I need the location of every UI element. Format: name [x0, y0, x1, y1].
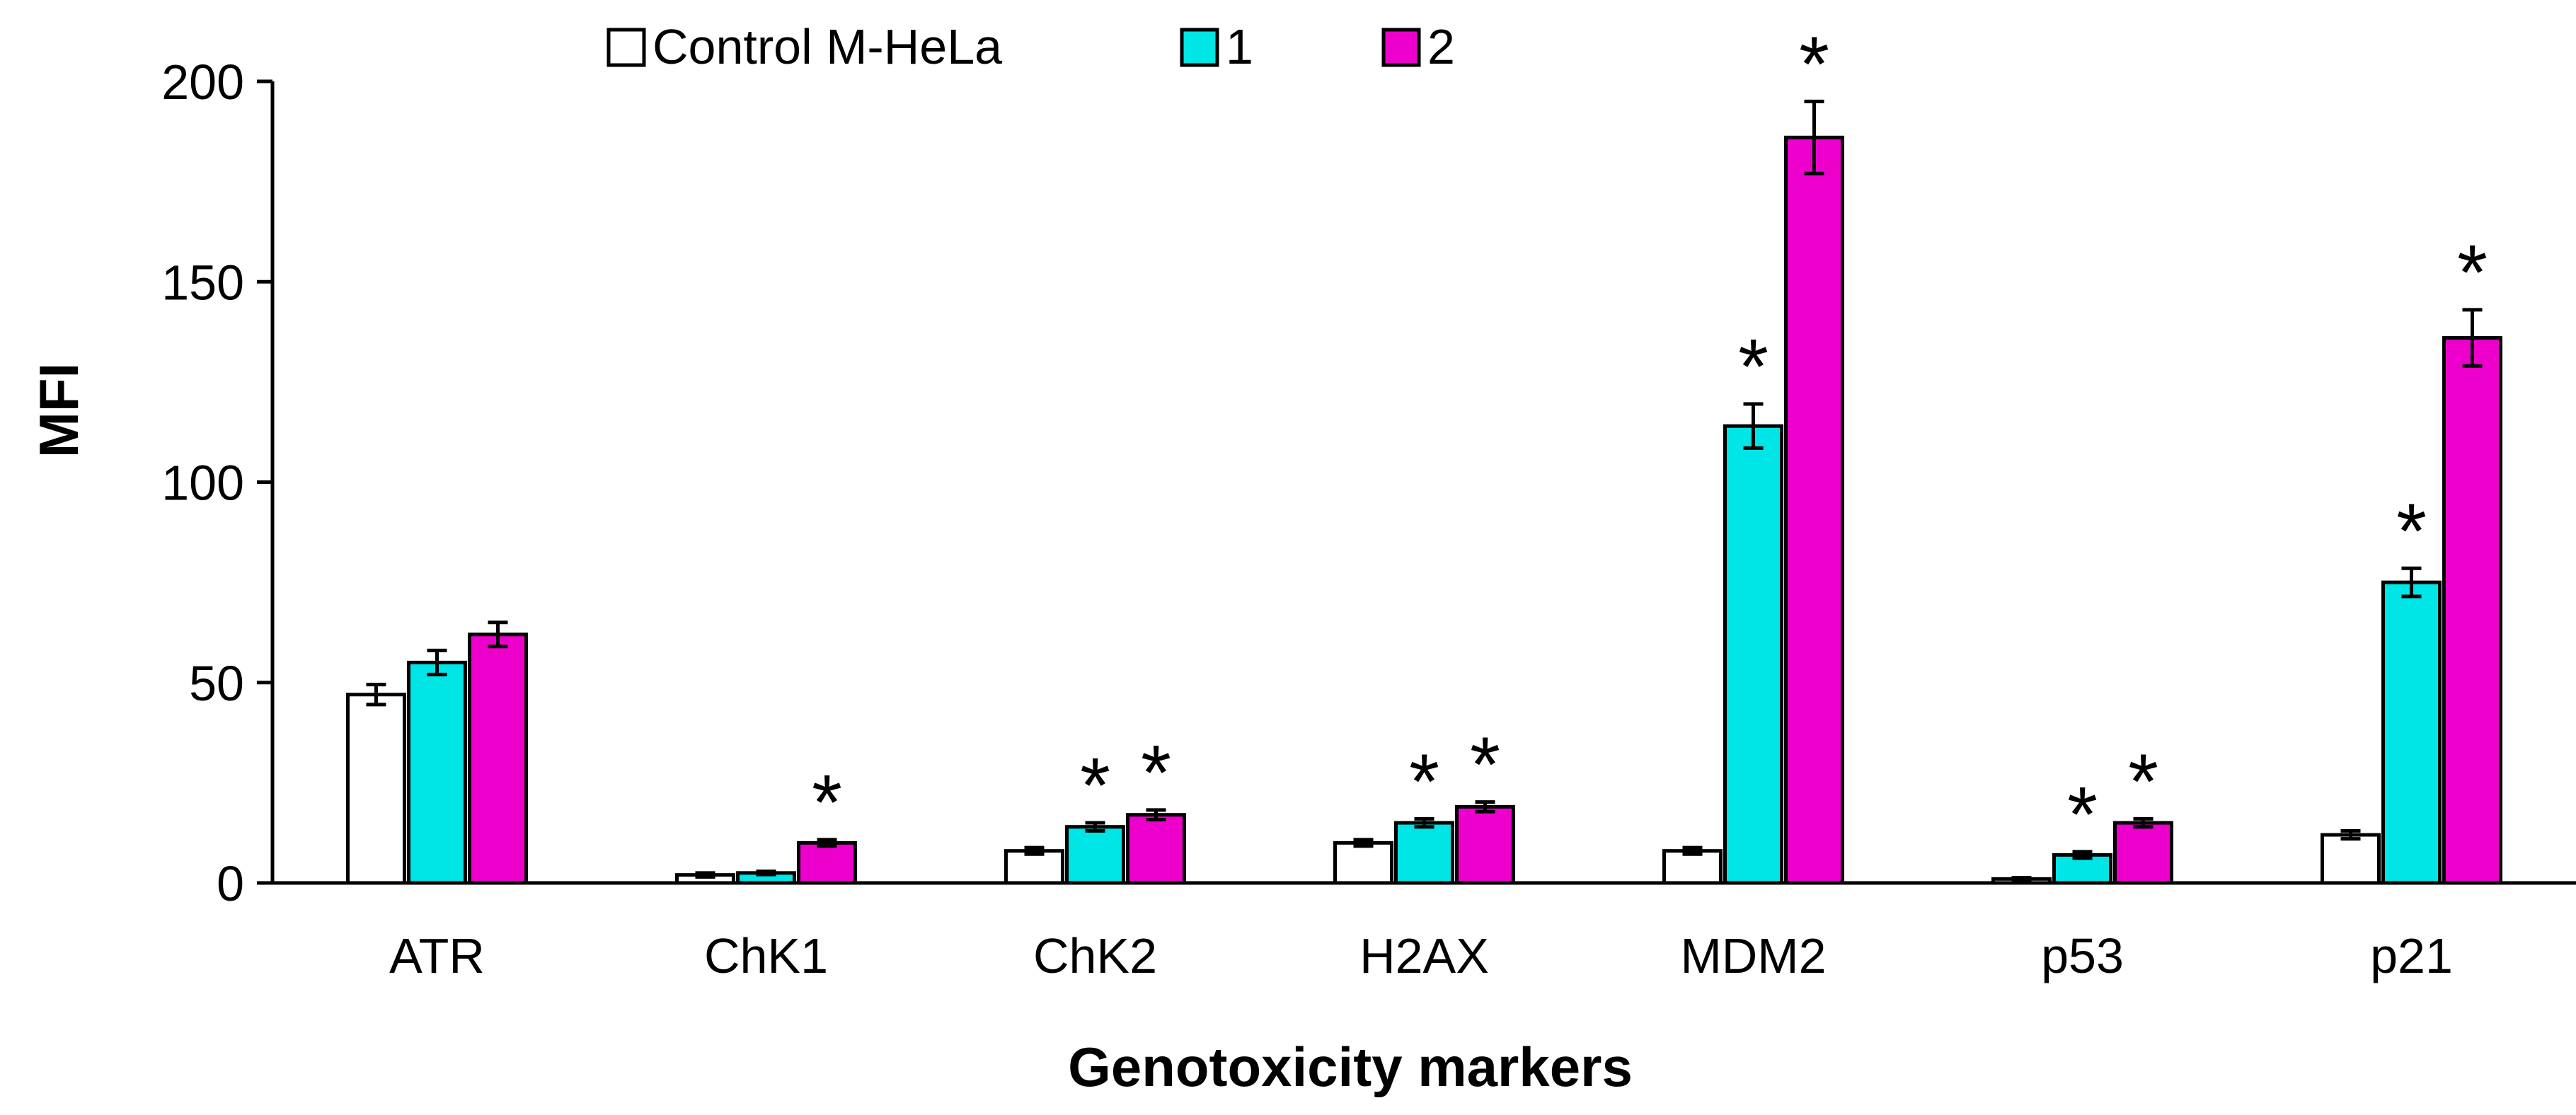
bar — [1662, 849, 1723, 885]
legend: Control M-HeLa 1 2 — [606, 19, 1455, 74]
bar — [2442, 336, 2502, 885]
legend-swatch — [1381, 28, 1421, 67]
y-tick-label: 100 — [161, 456, 244, 511]
bar — [2321, 833, 2381, 885]
y-axis-title: MFI — [28, 363, 90, 458]
bar — [2381, 580, 2442, 885]
x-tick-label: ChK2 — [1033, 928, 1157, 983]
y-tick-label: 50 — [189, 656, 244, 711]
bar — [407, 660, 467, 885]
significance-marker: * — [1409, 738, 1439, 825]
significance-marker: * — [1470, 722, 1500, 809]
x-axis-title: Genotoxicity markers — [1068, 1036, 1633, 1098]
significance-marker: * — [2128, 738, 2158, 825]
significance-marker: * — [1799, 21, 1829, 108]
legend-label: 1 — [1226, 19, 1253, 74]
x-tick-label: p53 — [2041, 928, 2124, 983]
bar — [468, 632, 528, 885]
x-tick-label: ChK1 — [704, 928, 828, 983]
bar — [1455, 804, 1515, 885]
significance-marker: * — [2396, 487, 2427, 574]
bar — [346, 693, 406, 885]
x-axis: ATR ChK1 ChK2 H2AX MDM2 p53 p21 — [272, 881, 2576, 983]
x-tick-label: ATR — [389, 928, 485, 983]
bar — [1333, 840, 1393, 885]
bar — [1065, 825, 1125, 885]
bar — [2113, 821, 2173, 885]
x-tick-label: p21 — [2370, 928, 2453, 983]
significance-marker: * — [1080, 742, 1110, 829]
bar — [797, 840, 857, 885]
bar — [1126, 813, 1186, 885]
x-tick-label: MDM2 — [1680, 928, 1826, 983]
legend-swatch — [1180, 28, 1219, 67]
y-tick-label: 150 — [161, 255, 244, 310]
y-tick-label: 200 — [161, 54, 244, 110]
significance-marker: * — [1141, 729, 1171, 816]
y-axis: 0 50 100 150 200 — [161, 54, 275, 911]
bar — [1723, 424, 1783, 885]
bar — [1784, 135, 1844, 885]
significance-marker: * — [2457, 229, 2488, 316]
y-tick-label: 0 — [217, 856, 244, 911]
significance-marker: * — [812, 759, 842, 846]
legend-swatch — [606, 28, 646, 67]
bar — [1394, 821, 1454, 885]
legend-label: Control M-HeLa — [652, 19, 1002, 74]
x-tick-label: H2AX — [1359, 928, 1489, 983]
significance-marker: * — [2067, 771, 2098, 858]
legend-label: 2 — [1427, 19, 1455, 74]
significance-marker: * — [1738, 323, 1769, 410]
bars-group: * * * * * * * * * * * — [346, 21, 2502, 885]
